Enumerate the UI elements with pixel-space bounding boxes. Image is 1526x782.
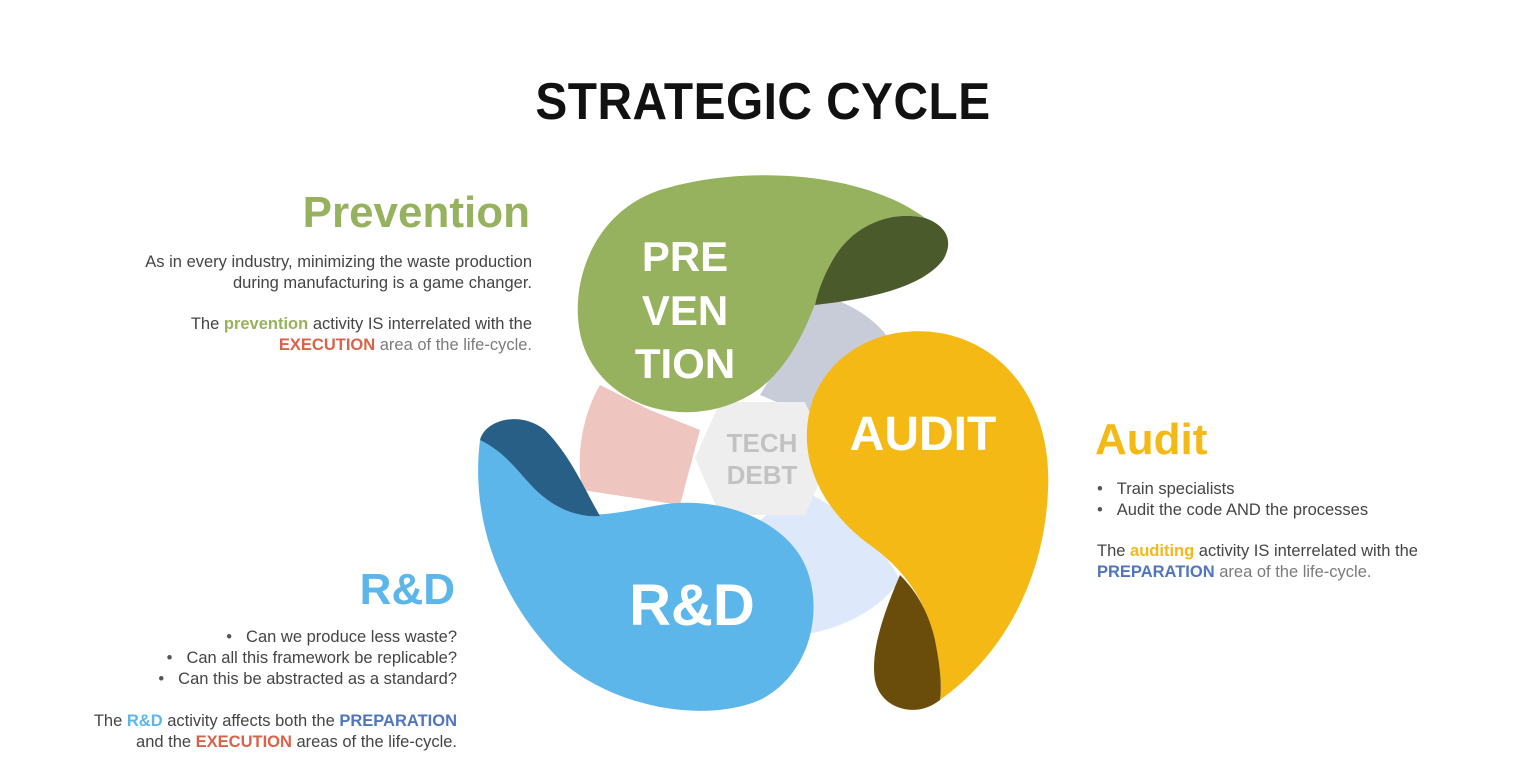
ring-segment-top — [760, 295, 900, 420]
prevention-petal-line2: VEN — [642, 287, 728, 334]
prevention-desc-line1: As in every industry, minimizing the was… — [145, 253, 532, 271]
audit-petal: AUDIT — [806, 331, 1049, 710]
rd-rel-area1: PREPARATION — [339, 712, 457, 730]
audit-relation: The auditing activity IS interrelated wi… — [1097, 541, 1517, 583]
rd-petal-shape — [478, 440, 814, 711]
rd-bullet-item: Can all this framework be replicable? — [55, 648, 457, 669]
prevention-rel-post: area of the life-cycle. — [375, 336, 532, 354]
prevention-rel-mid: activity IS interrelated with the — [308, 315, 532, 333]
rd-petal-tip — [480, 419, 600, 517]
audit-petal-tip — [874, 575, 941, 710]
audit-bullet-item: Train specialists — [1097, 479, 1517, 500]
audit-bullet-item: Audit the code AND the processes — [1097, 500, 1517, 521]
rd-rel-line2-pre: and the — [136, 733, 196, 751]
rd-bullet-item: Can we produce less waste? — [55, 627, 457, 648]
prevention-desc-line2: during manufacturing is a game changer. — [232, 274, 532, 292]
prevention-rel-pre: The — [190, 315, 224, 333]
audit-rel-post: area of the life-cycle. — [1214, 563, 1372, 581]
prevention-rel-area: EXECUTION — [278, 336, 376, 354]
audit-rel-area: PREPARATION — [1097, 563, 1215, 581]
rd-heading: R&D — [359, 565, 455, 614]
audit-heading: Audit — [1095, 415, 1208, 464]
prevention-petal: PRE VEN TION — [577, 175, 949, 413]
audit-rel-pre: The — [1097, 542, 1131, 560]
rd-rel-pre: The — [93, 712, 127, 730]
audit-bullet-list: Train specialists Audit the code AND the… — [1097, 479, 1517, 521]
rd-petal: R&D — [478, 419, 814, 711]
prevention-heading: Prevention — [302, 188, 530, 237]
audit-petal-shape — [806, 331, 1049, 700]
rd-bullet-item: Can this be abstracted as a standard? — [55, 669, 457, 690]
audit-petal-label: AUDIT — [850, 408, 997, 461]
rd-bullet-list: Can we produce less waste? Can all this … — [55, 627, 457, 690]
prevention-petal-line3: TION — [635, 340, 735, 387]
prevention-petal-tip — [815, 215, 949, 305]
tech-debt-hexagon — [695, 402, 830, 515]
rd-petal-label: R&D — [629, 573, 755, 638]
prevention-petal-line1: PRE — [642, 233, 728, 280]
rd-rel-area2: EXECUTION — [195, 733, 292, 751]
audit-rel-mid: activity IS interrelated with the — [1194, 542, 1418, 560]
page-title: STRATEGIC CYCLE — [535, 73, 991, 131]
rd-rel-mid: activity affects both the — [162, 712, 340, 730]
tech-debt-label-line1: TECH — [727, 428, 798, 458]
prevention-petal-shape — [577, 175, 925, 413]
rd-relation: The R&D activity affects both the PREPAR… — [30, 711, 457, 753]
audit-rel-keyword: auditing — [1130, 542, 1195, 560]
rd-rel-keyword: R&D — [126, 712, 163, 730]
ring-segment-left — [579, 385, 700, 505]
tech-debt-label-line2: DEBT — [727, 460, 798, 490]
rd-rel-post: areas of the life-cycle. — [291, 733, 458, 751]
prevention-relation: The prevention activity IS interrelated … — [82, 314, 532, 356]
prevention-description: As in every industry, minimizing the was… — [82, 252, 532, 294]
prevention-rel-keyword: prevention — [223, 315, 309, 333]
